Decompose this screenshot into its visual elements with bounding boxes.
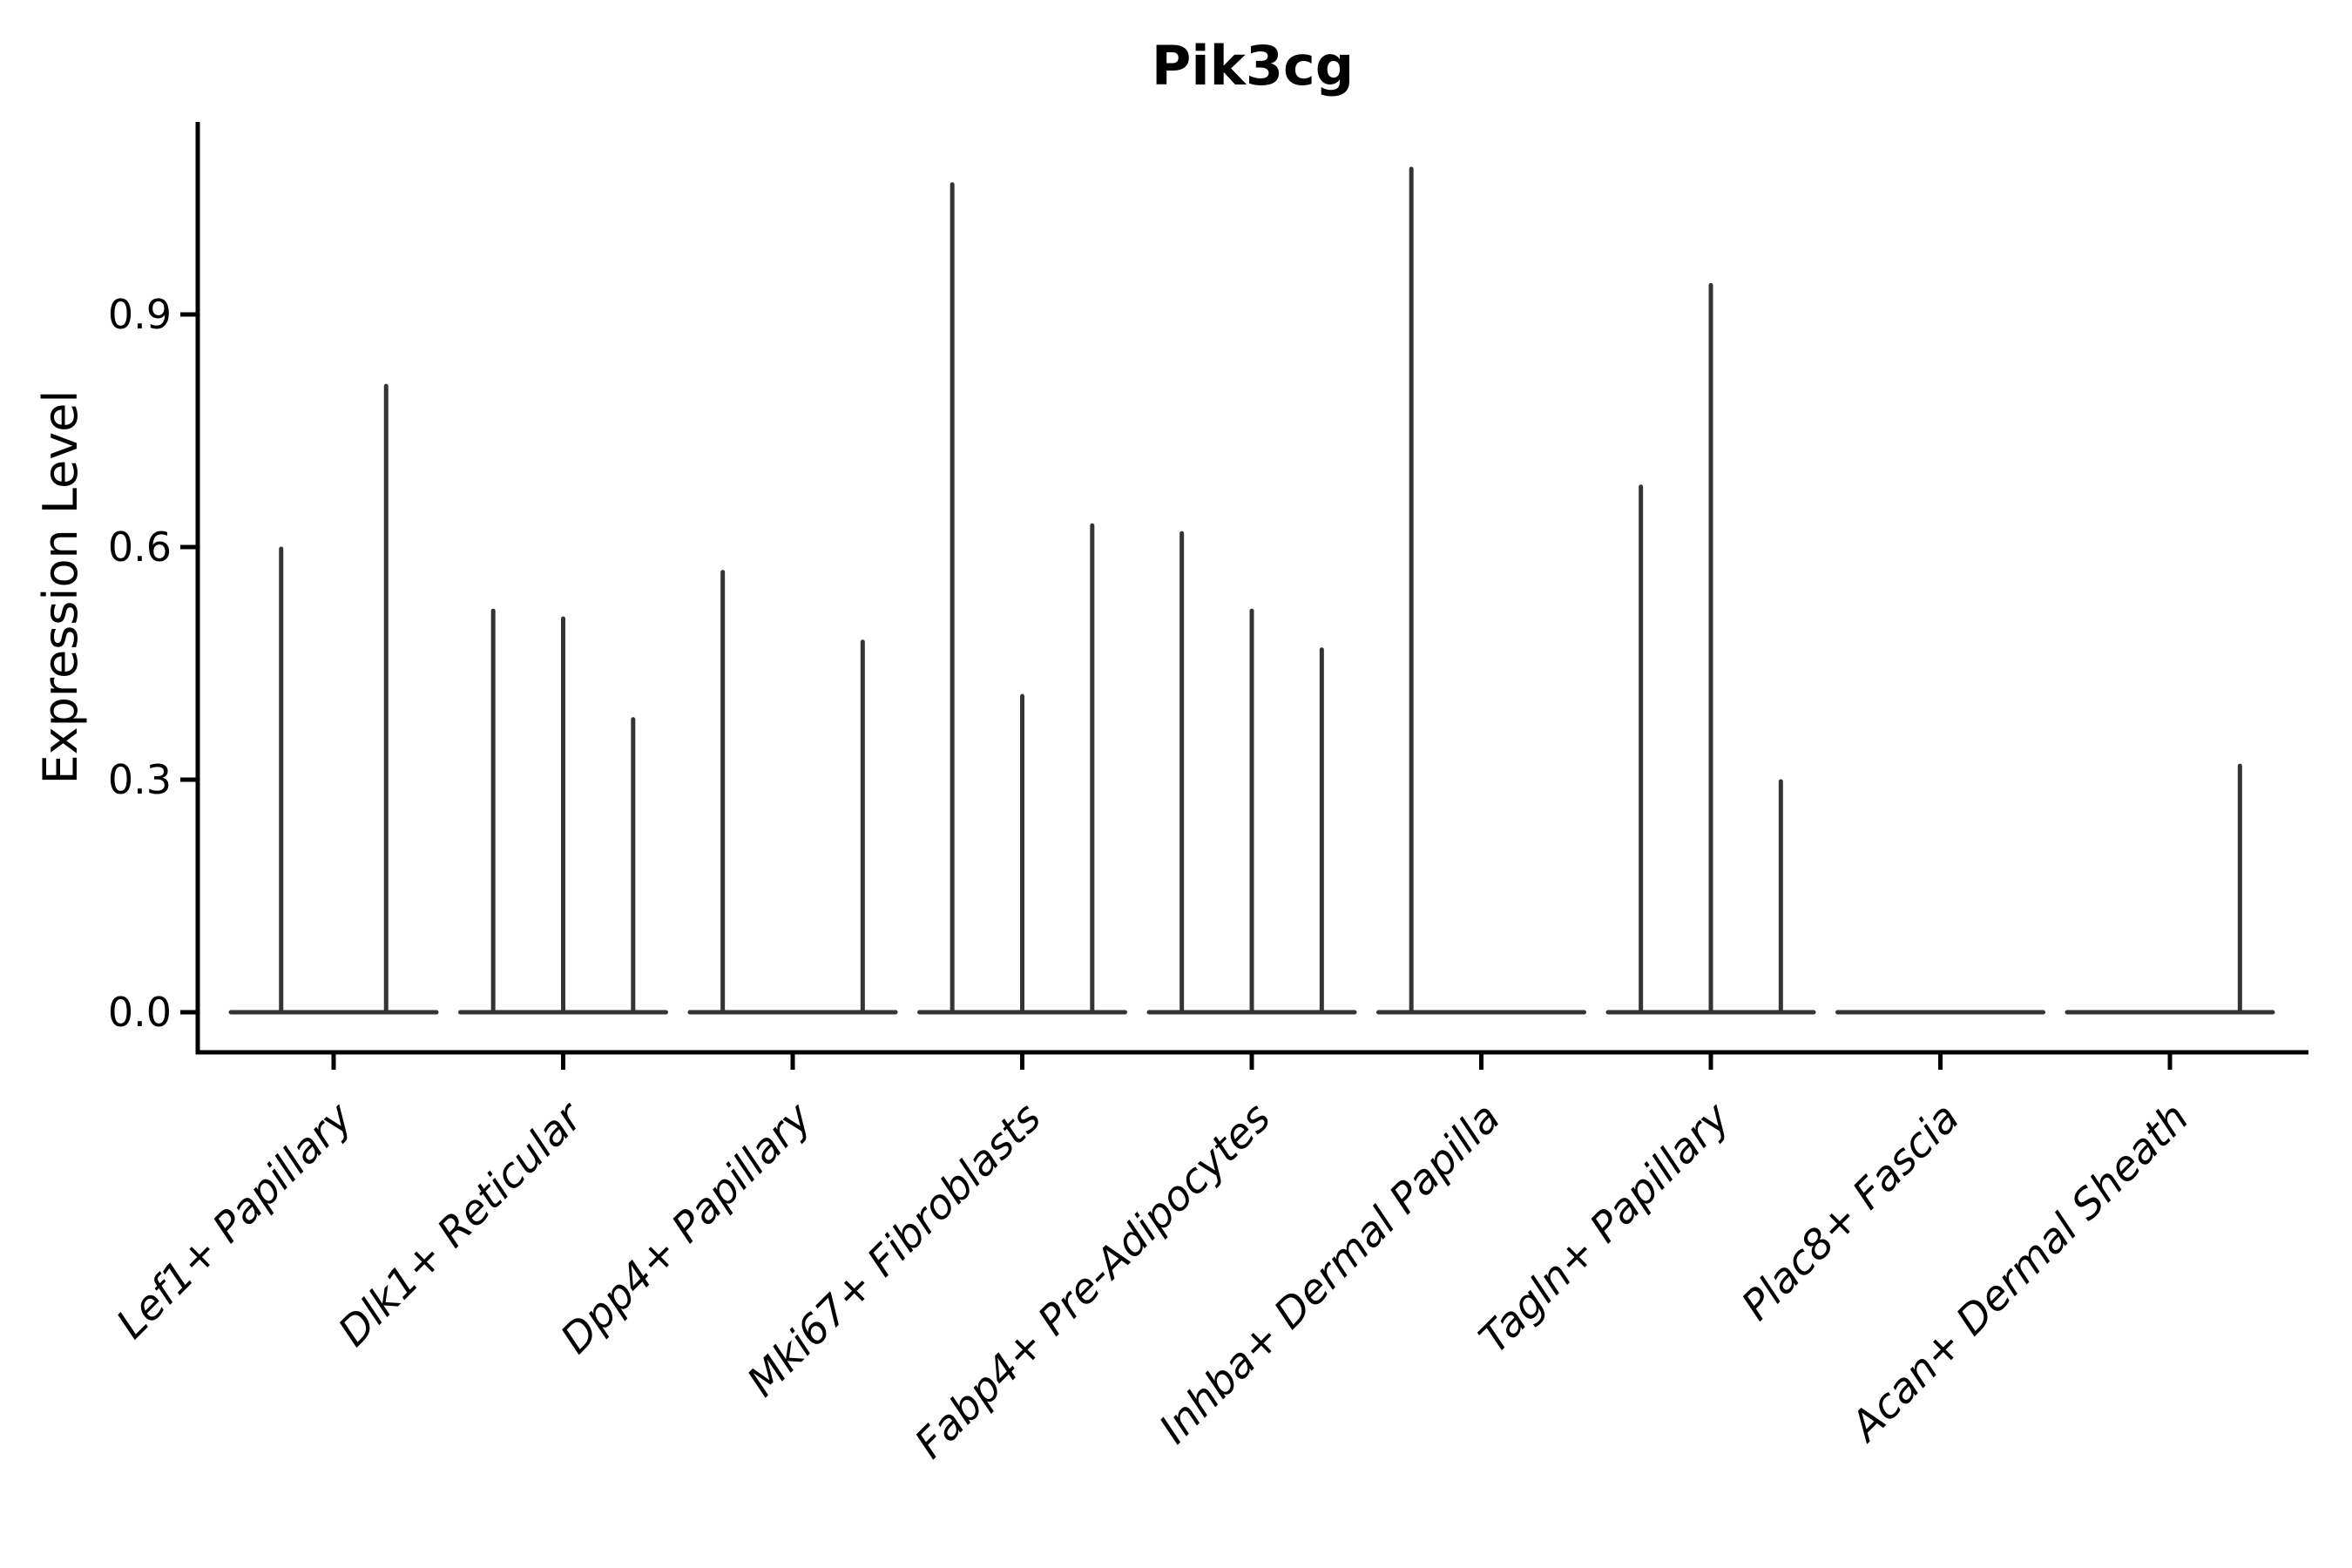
y-tick-label-2: 0.6: [108, 524, 172, 571]
violin-layer: [228, 166, 2275, 1015]
x-tick-label-7: Plac8+ Fascia: [1733, 1094, 1969, 1330]
y-tick-label-1: 0.3: [108, 756, 172, 803]
y-tick-label-0: 0.0: [108, 989, 172, 1036]
x-tick-label-0: Lef1+ Papillary: [107, 1093, 362, 1348]
x-tick-label-6: Tagln+ Papillary: [1470, 1093, 1740, 1363]
y-tick-label-3: 0.9: [108, 291, 172, 338]
axes-layer: [180, 122, 2308, 1070]
x-tick-label-2: Dpp4+ Papillary: [551, 1093, 821, 1363]
x-tick-label-1: Dlk1+ Reticular: [329, 1092, 593, 1356]
chart-title: Pik3cg: [1152, 34, 1354, 98]
y-axis-label: Expression Level: [33, 390, 88, 785]
